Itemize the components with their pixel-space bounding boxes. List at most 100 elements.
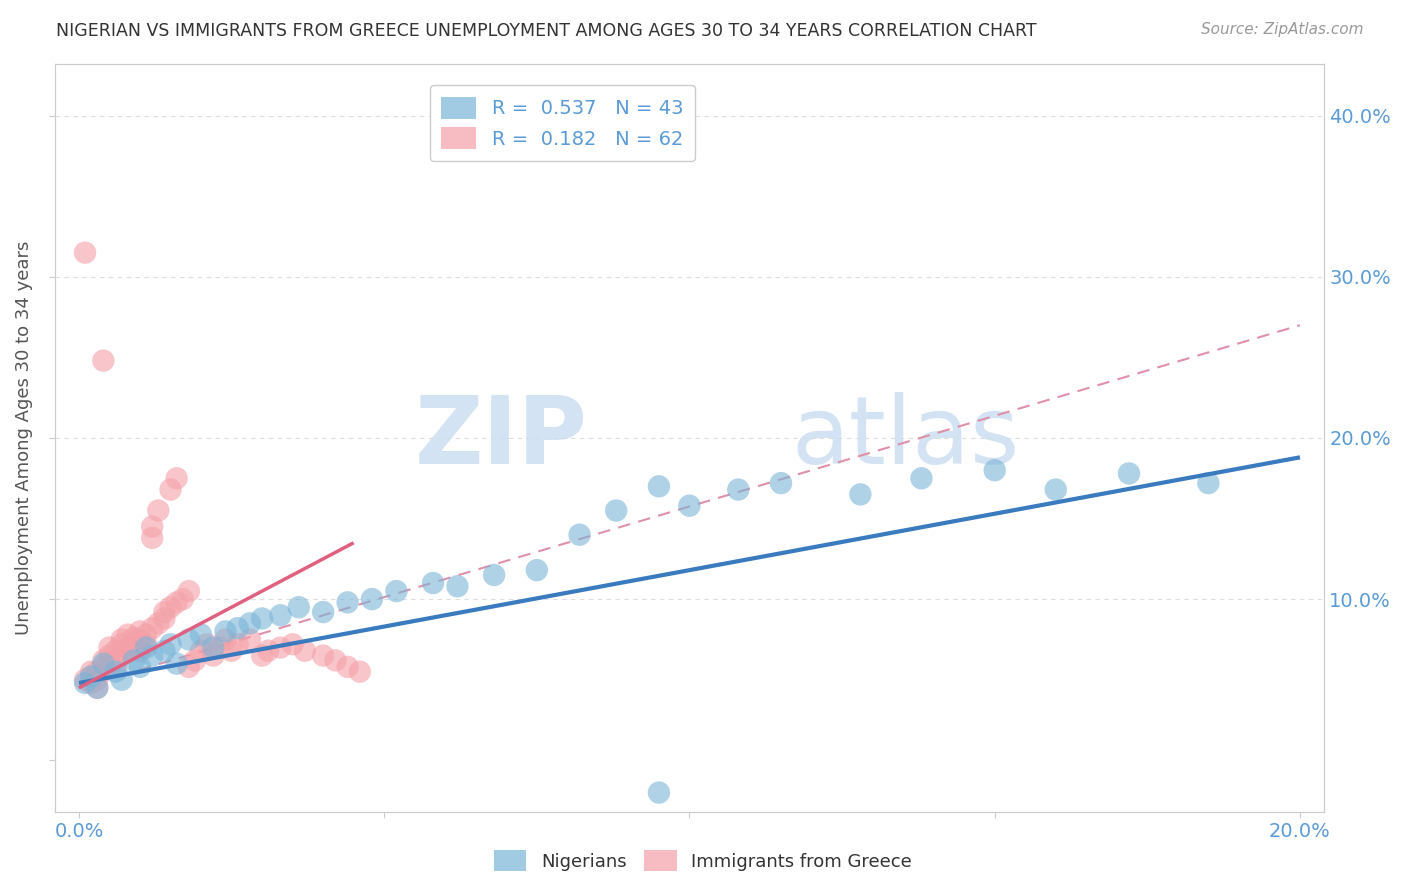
Point [141,648,163,663]
Point [770,476,793,491]
Text: NIGERIAN VS IMMIGRANTS FROM GREECE UNEMPLOYMENT AMONG AGES 30 TO 34 YEARS CORREL: NIGERIAN VS IMMIGRANTS FROM GREECE UNEMP… [56,22,1036,40]
Point [86,681,108,695]
Point [226,637,249,651]
Point [159,600,181,615]
Point [202,640,225,655]
Legend: Nigerians, Immigrants from Greece: Nigerians, Immigrants from Greece [486,843,920,879]
Point [202,648,225,663]
Point [190,644,212,658]
Point [98,640,121,655]
Point [122,653,145,667]
Point [104,644,127,658]
Point [111,632,134,647]
Point [287,600,309,615]
Point [849,487,872,501]
Point [172,592,194,607]
Point [117,640,139,655]
Point [1045,483,1067,497]
Point [148,616,170,631]
Point [281,637,304,651]
Point [336,660,359,674]
Point [117,644,139,658]
Point [135,627,157,641]
Point [1118,467,1140,481]
Point [80,669,103,683]
Point [111,648,134,663]
Point [104,665,127,679]
Point [86,673,108,687]
Point [678,499,700,513]
Point [568,527,591,541]
Point [98,657,121,671]
Point [166,595,188,609]
Point [104,660,127,674]
Point [727,483,749,497]
Point [195,637,218,651]
Point [269,608,291,623]
Point [153,644,176,658]
Point [312,648,335,663]
Point [93,653,115,667]
Point [239,632,262,647]
Point [526,563,548,577]
Y-axis label: Unemployment Among Ages 30 to 34 years: Unemployment Among Ages 30 to 34 years [15,241,32,635]
Point [177,660,200,674]
Point [159,637,181,651]
Point [129,632,152,647]
Point [605,503,627,517]
Point [269,640,291,655]
Point [73,245,96,260]
Point [93,657,115,671]
Point [177,632,200,647]
Point [93,353,115,368]
Point [648,786,671,800]
Point [983,463,1005,477]
Point [294,644,316,658]
Point [104,653,127,667]
Point [98,648,121,663]
Point [1197,476,1219,491]
Point [422,576,444,591]
Point [93,660,115,674]
Point [86,665,108,679]
Text: ZIP: ZIP [415,392,588,484]
Point [148,503,170,517]
Point [141,519,163,533]
Legend: R =  0.537   N = 43, R =  0.182   N = 62: R = 0.537 N = 43, R = 0.182 N = 62 [430,85,695,161]
Point [214,624,236,639]
Point [166,471,188,485]
Point [325,653,347,667]
Point [214,632,236,647]
Point [73,673,96,687]
Point [122,631,145,645]
Point [86,681,108,695]
Point [153,605,176,619]
Point [122,637,145,651]
Point [190,627,212,641]
Point [361,592,384,607]
Point [159,483,181,497]
Point [80,669,103,683]
Text: atlas: atlas [792,392,1019,484]
Point [111,637,134,651]
Point [648,479,671,493]
Point [910,471,932,485]
Point [184,653,207,667]
Point [385,584,408,599]
Point [250,648,273,663]
Point [177,584,200,599]
Point [239,616,262,631]
Point [446,579,468,593]
Text: Source: ZipAtlas.com: Source: ZipAtlas.com [1201,22,1364,37]
Point [312,605,335,619]
Point [257,644,280,658]
Point [135,637,157,651]
Point [80,665,103,679]
Point [166,657,188,671]
Point [129,644,152,658]
Point [226,621,249,635]
Point [129,660,152,674]
Point [141,621,163,635]
Point [111,673,134,687]
Point [208,640,231,655]
